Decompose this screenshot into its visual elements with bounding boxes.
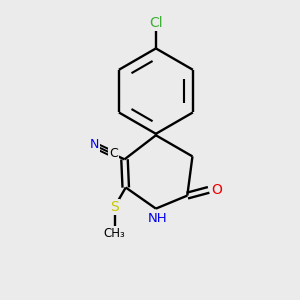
- Text: S: S: [110, 200, 119, 214]
- Text: C: C: [109, 148, 118, 160]
- Text: O: O: [211, 183, 222, 197]
- Text: CH₃: CH₃: [104, 226, 126, 240]
- Text: N: N: [89, 138, 99, 151]
- Text: Cl: Cl: [149, 16, 163, 30]
- Text: NH: NH: [148, 212, 167, 225]
